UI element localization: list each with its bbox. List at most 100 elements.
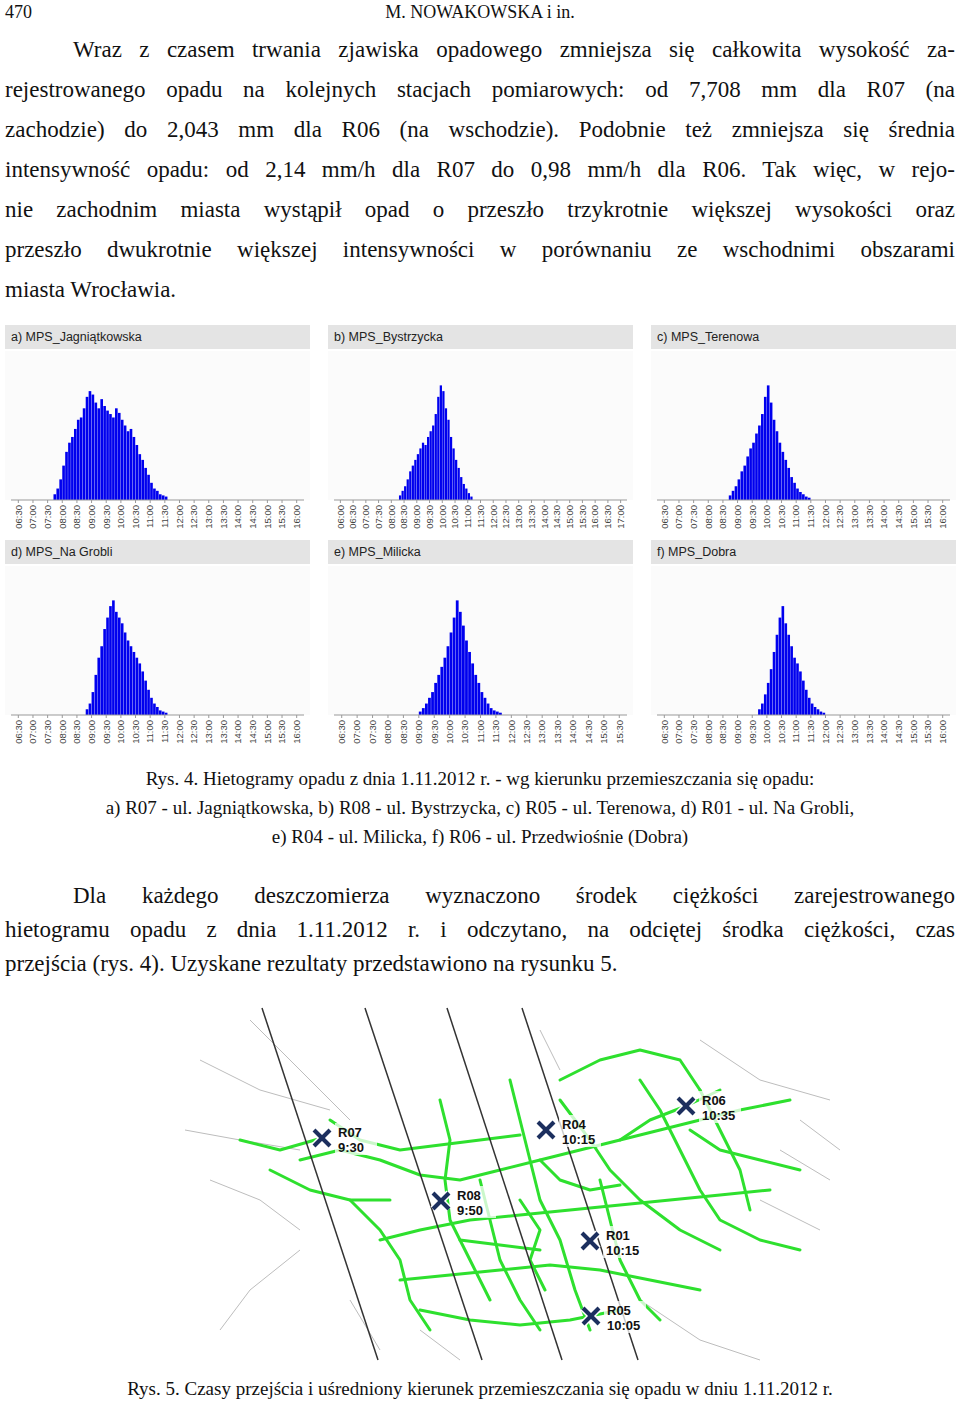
label-background	[604, 1301, 646, 1333]
x-tick-label: 07:00	[673, 505, 684, 529]
bar	[133, 437, 136, 500]
x-tick	[603, 715, 604, 718]
x-tick-label: 14:30	[247, 720, 258, 744]
x-tick-label: 14:00	[232, 505, 243, 529]
x-tick-label: 16:00	[291, 720, 302, 744]
x-tick-label: 16:00	[937, 505, 948, 529]
x-tick-label: 07:00	[360, 505, 371, 529]
x-tick	[62, 715, 63, 718]
x-tick	[135, 715, 136, 718]
bar	[112, 600, 115, 715]
x-tick-label: 13:00	[203, 505, 214, 529]
x-tick	[588, 715, 589, 718]
x-tick	[942, 500, 943, 503]
x-tick	[898, 500, 899, 503]
bar	[764, 397, 767, 500]
bar	[787, 635, 790, 715]
bar	[97, 658, 100, 715]
x-tick	[252, 715, 253, 718]
station-id: R08	[457, 1188, 481, 1203]
x-tick	[810, 500, 811, 503]
x-tick-label: 12:00	[174, 720, 185, 744]
road	[250, 1020, 350, 1120]
bar	[165, 497, 168, 500]
bars	[399, 385, 473, 500]
bar	[424, 445, 426, 500]
bar	[412, 466, 414, 500]
bar	[787, 468, 790, 500]
sewer-network	[690, 1130, 800, 1170]
text-line: miasta Wrocławia.	[5, 270, 955, 310]
bar	[468, 493, 470, 500]
bar	[487, 704, 490, 715]
bar	[434, 683, 437, 715]
figure-caption: a) R07 - ul. Jagniątkowska, b) R08 - ul.…	[0, 795, 960, 821]
station-marker	[583, 1308, 599, 1324]
bar	[782, 606, 785, 715]
x-tick	[365, 500, 366, 503]
x-tick	[76, 500, 77, 503]
x-tick	[282, 500, 283, 503]
x-tick	[387, 715, 388, 718]
bar	[474, 675, 477, 715]
x-tick	[208, 715, 209, 718]
bar	[80, 417, 83, 500]
bar	[92, 692, 95, 715]
bar	[814, 707, 817, 715]
x-tick	[267, 500, 268, 503]
x-tick	[511, 715, 512, 718]
x-tick-label: 12:00	[820, 505, 831, 529]
bar	[133, 652, 136, 715]
bar	[755, 434, 758, 500]
road	[420, 1330, 460, 1360]
figure-caption: Rys. 4. Hietogramy opadu z dnia 1.11.201…	[0, 766, 960, 792]
plot-area	[651, 351, 956, 500]
bar	[121, 420, 124, 500]
x-tick-label: 10:30	[130, 505, 141, 529]
bar	[156, 491, 159, 500]
x-tick-label: 14:00	[878, 720, 889, 744]
station-time: 10:35	[702, 1108, 735, 1123]
sewer-network	[300, 1100, 790, 1180]
x-tick	[825, 500, 826, 503]
bar	[115, 612, 118, 715]
text-line: nie zachodnim miasta wystąpił opad o prz…	[5, 190, 955, 230]
sewer-network	[460, 1240, 540, 1250]
x-axis-line	[11, 500, 304, 501]
x-tick	[531, 500, 532, 503]
road	[800, 1120, 840, 1150]
panel-header	[651, 325, 956, 349]
x-tick	[403, 715, 404, 718]
x-tick	[796, 500, 797, 503]
bar	[452, 448, 454, 500]
x-tick-label: 13:00	[203, 720, 214, 744]
bar	[470, 497, 472, 500]
bar	[92, 395, 95, 500]
station: R0610:35	[678, 1091, 741, 1123]
x-tick	[18, 715, 19, 718]
station-marker	[582, 1233, 598, 1249]
page-body: { "header": {"page_number": "470", "runn…	[0, 0, 960, 1403]
x-tick-label: 11:30	[159, 720, 170, 743]
x-tick-label: 16:30	[602, 505, 613, 529]
bar	[409, 471, 411, 500]
bar	[130, 429, 133, 500]
x-tick-label: 07:30	[688, 505, 699, 529]
bar	[156, 707, 159, 715]
x-tick	[595, 500, 596, 503]
station-marker	[582, 1233, 598, 1249]
station-marker	[582, 1233, 598, 1249]
station-time: 10:15	[606, 1243, 639, 1258]
hietogram: e) MPS_Milicka06:3007:0007:3008:0008:300…	[328, 540, 633, 744]
x-tick-label: 14:00	[539, 505, 550, 529]
label-background	[603, 1226, 645, 1258]
bar	[106, 618, 109, 715]
x-tick-label: 11:30	[490, 720, 501, 743]
bar	[468, 652, 471, 715]
bar	[773, 652, 776, 715]
bar	[776, 431, 779, 500]
bar	[138, 454, 141, 500]
bar	[144, 468, 147, 500]
bar	[779, 618, 782, 715]
bar	[124, 426, 127, 501]
